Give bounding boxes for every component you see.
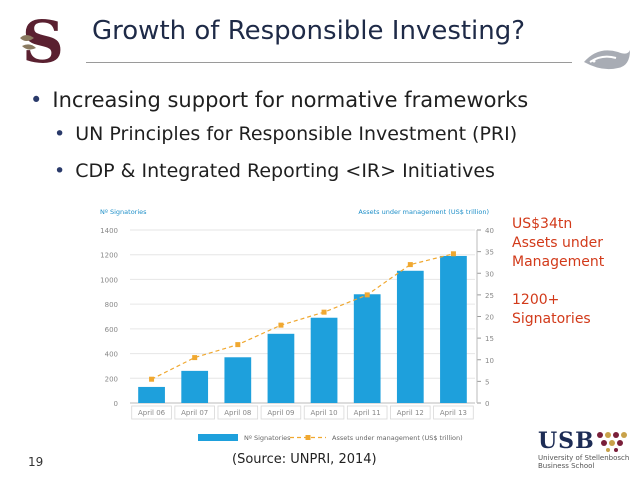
usb-subtitle-line: University of Stellenbosch <box>538 454 630 462</box>
assets-line <box>151 253 454 380</box>
signatories-bar <box>353 294 381 403</box>
signatories-bar <box>440 255 467 403</box>
assets-point <box>321 309 327 315</box>
category-tick-label: April 09 <box>267 409 294 417</box>
category-tick-label: April 11 <box>354 409 381 417</box>
right-axis-tick-label: 10 <box>485 357 494 365</box>
right-axis-tick-label: 35 <box>485 249 494 257</box>
legend-bar-label: Nº Signatories <box>244 434 291 442</box>
category-tick-label: April 08 <box>224 409 251 417</box>
left-axis-tick-label: 1400 <box>100 227 118 235</box>
usb-logo-subtitle: University of Stellenbosch Business Scho… <box>538 454 634 470</box>
category-tick-label: April 06 <box>138 409 166 417</box>
bullet-item: • Increasing support for normative framew… <box>30 88 528 112</box>
category-label-box <box>390 405 431 420</box>
left-axis-tick-label: 400 <box>105 351 118 359</box>
signatories-bar <box>396 270 424 403</box>
side-note-line <box>512 272 604 291</box>
assets-point <box>450 251 456 257</box>
right-axis-label: Assets under management (US$ trillion) <box>358 208 489 216</box>
signatories-bar <box>224 357 252 403</box>
right-axis-tick-label: 30 <box>485 270 494 278</box>
category-tick-label: April 12 <box>397 409 424 417</box>
side-note-line: Assets under <box>512 235 604 251</box>
stellenbosch-logo-icon: S <box>12 8 74 70</box>
side-note-line: Signatories <box>512 311 591 327</box>
bullet-marker: • <box>54 123 66 145</box>
legend-line-label: Assets under management (US$ trillion) <box>332 434 463 442</box>
usb-subtitle-line: Business School <box>538 462 595 470</box>
left-axis-tick-label: 1000 <box>100 276 118 284</box>
fish-emblem-icon <box>584 50 630 70</box>
usb-dots-icon <box>597 432 627 452</box>
right-axis-tick-label: 20 <box>485 314 494 322</box>
category-label-box <box>303 405 345 420</box>
assets-point <box>364 292 370 298</box>
left-axis-tick-label: 0 <box>114 400 118 408</box>
bullet-text: CDP & Integrated Reporting <IR> Initiati… <box>75 160 495 182</box>
bullet-marker: • <box>54 160 66 182</box>
bullet-item: • UN Principles for Responsible Investmen… <box>54 123 517 145</box>
bullet-text: Increasing support for normative framewo… <box>52 88 529 112</box>
category-label-box <box>433 405 474 420</box>
right-axis-tick-label: 0 <box>485 400 489 408</box>
signatories-bar <box>181 370 209 403</box>
side-note: US$34tn Assets under Management 1200+ Si… <box>512 215 604 329</box>
title-divider <box>86 62 572 63</box>
left-axis-label: Nº Signatories <box>100 208 147 216</box>
assets-point <box>407 262 413 268</box>
assets-point <box>278 322 284 328</box>
assets-point <box>149 376 155 382</box>
side-note-line: US$34tn <box>512 216 573 232</box>
category-label-box <box>217 405 259 420</box>
category-label-box <box>174 405 215 420</box>
slide-title: Growth of Responsible Investing? <box>92 16 526 46</box>
right-axis-tick-label: 5 <box>485 378 489 386</box>
right-axis-tick-label: 15 <box>485 335 494 343</box>
side-note-line: 1200+ <box>512 292 560 308</box>
right-axis-tick-label: 25 <box>485 292 494 300</box>
assets-point <box>192 355 198 361</box>
usb-logo: USB University of Stellenbosch Business … <box>538 428 634 476</box>
legend-line-marker <box>305 435 311 440</box>
left-axis-tick-label: 600 <box>105 326 118 334</box>
category-label-box <box>346 405 388 420</box>
right-axis-tick-label: 40 <box>485 227 494 235</box>
usb-logo-text: USB <box>538 428 595 454</box>
page-number: 19 <box>28 455 44 469</box>
source-citation: (Source: UNPRI, 2014) <box>232 452 377 467</box>
left-axis-tick-label: 1200 <box>100 252 118 260</box>
category-tick-label: April 07 <box>181 409 208 417</box>
bullet-marker: • <box>30 88 43 112</box>
bullet-text: UN Principles for Responsible Investment… <box>75 123 518 145</box>
signatories-bar <box>310 317 338 403</box>
side-note-line: Management <box>512 254 605 270</box>
category-label-box <box>131 405 172 420</box>
bullet-list: • Increasing support for normative framew… <box>0 0 638 200</box>
left-axis-tick-label: 800 <box>105 301 118 309</box>
category-label-box <box>260 405 302 420</box>
growth-chart: 0 200 400 600 800 1000 1200 1400 0 5 10 15 20 25 30 35 4… <box>100 208 494 442</box>
assets-point <box>235 342 241 348</box>
signatories-bar <box>138 386 165 403</box>
legend-bar-swatch <box>198 434 238 441</box>
bullet-item: • CDP & Integrated Reporting <IR> Initiat… <box>54 160 495 182</box>
category-tick-label: April 13 <box>440 409 467 417</box>
left-axis-tick-label: 200 <box>105 375 118 383</box>
category-tick-label: April 10 <box>310 409 337 417</box>
signatories-bar <box>267 333 295 403</box>
